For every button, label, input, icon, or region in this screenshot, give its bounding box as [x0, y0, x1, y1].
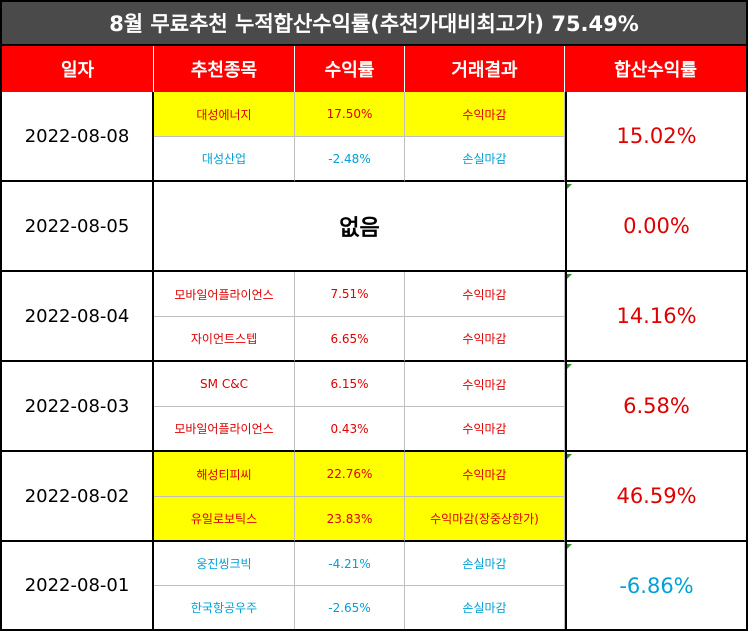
stock-cell: 대성에너지	[154, 92, 295, 137]
stock-cell: 유일로보틱스	[154, 497, 295, 542]
return-cell: 6.15%	[295, 362, 405, 407]
stock-cell: SM C&C	[154, 362, 295, 407]
result-cell: 손실마감	[405, 137, 565, 182]
cumulative-cell: 15.02%	[565, 92, 746, 182]
result-cell: 손실마감	[405, 542, 565, 586]
result-cell: 손실마감	[405, 586, 565, 629]
stock-cell: 자이언트스텝	[154, 317, 295, 362]
stock-cell: 웅진씽크빅	[154, 542, 295, 586]
header-result: 거래결과	[405, 46, 565, 92]
page-title: 8월 무료추천 누적합산수익률(추천가대비최고가) 75.49%	[2, 2, 746, 46]
result-cell: 수익마감	[405, 92, 565, 137]
header-return: 수익률	[295, 46, 405, 92]
date-cell: 2022-08-08	[2, 92, 154, 182]
return-cell: -2.48%	[295, 137, 405, 182]
date-cell: 2022-08-02	[2, 452, 154, 542]
return-cell: 7.51%	[295, 272, 405, 317]
result-cell: 수익마감	[405, 272, 565, 317]
return-cell: 0.43%	[295, 407, 405, 452]
cumulative-cell: 14.16%	[565, 272, 746, 362]
header-date: 일자	[2, 46, 154, 92]
stock-cell: 모바일어플라이언스	[154, 272, 295, 317]
stock-cell: 대성산업	[154, 137, 295, 182]
header-stock: 추천종목	[154, 46, 295, 92]
date-cell: 2022-08-04	[2, 272, 154, 362]
stock-cell: 해성티피씨	[154, 452, 295, 497]
return-cell: 17.50%	[295, 92, 405, 137]
date-cell: 2022-08-05	[2, 182, 154, 272]
return-cell: 23.83%	[295, 497, 405, 542]
return-cell: 6.65%	[295, 317, 405, 362]
date-cell: 2022-08-03	[2, 362, 154, 452]
header-cumulative: 합산수익률	[565, 46, 746, 92]
comment-marker-icon	[567, 454, 572, 459]
stock-cell: 한국항공우주	[154, 586, 295, 629]
comment-marker-icon	[567, 274, 572, 279]
date-cell: 2022-08-01	[2, 542, 154, 629]
cumulative-cell: 6.58%	[565, 362, 746, 452]
comment-marker-icon	[567, 364, 572, 369]
result-cell: 수익마감	[405, 362, 565, 407]
no-recommendation: 없음	[154, 182, 565, 272]
result-cell: 수익마감	[405, 452, 565, 497]
result-cell: 수익마감(장중상한가)	[405, 497, 565, 542]
comment-marker-icon	[567, 544, 572, 549]
result-cell: 수익마감	[405, 317, 565, 362]
return-cell: 22.76%	[295, 452, 405, 497]
result-cell: 수익마감	[405, 407, 565, 452]
stock-cell: 모바일어플라이언스	[154, 407, 295, 452]
cumulative-cell: 46.59%	[565, 452, 746, 542]
return-cell: -4.21%	[295, 542, 405, 586]
cumulative-cell: -6.86%	[565, 542, 746, 629]
cumulative-cell: 0.00%	[565, 182, 746, 272]
return-cell: -2.65%	[295, 586, 405, 629]
comment-marker-icon	[567, 184, 572, 189]
